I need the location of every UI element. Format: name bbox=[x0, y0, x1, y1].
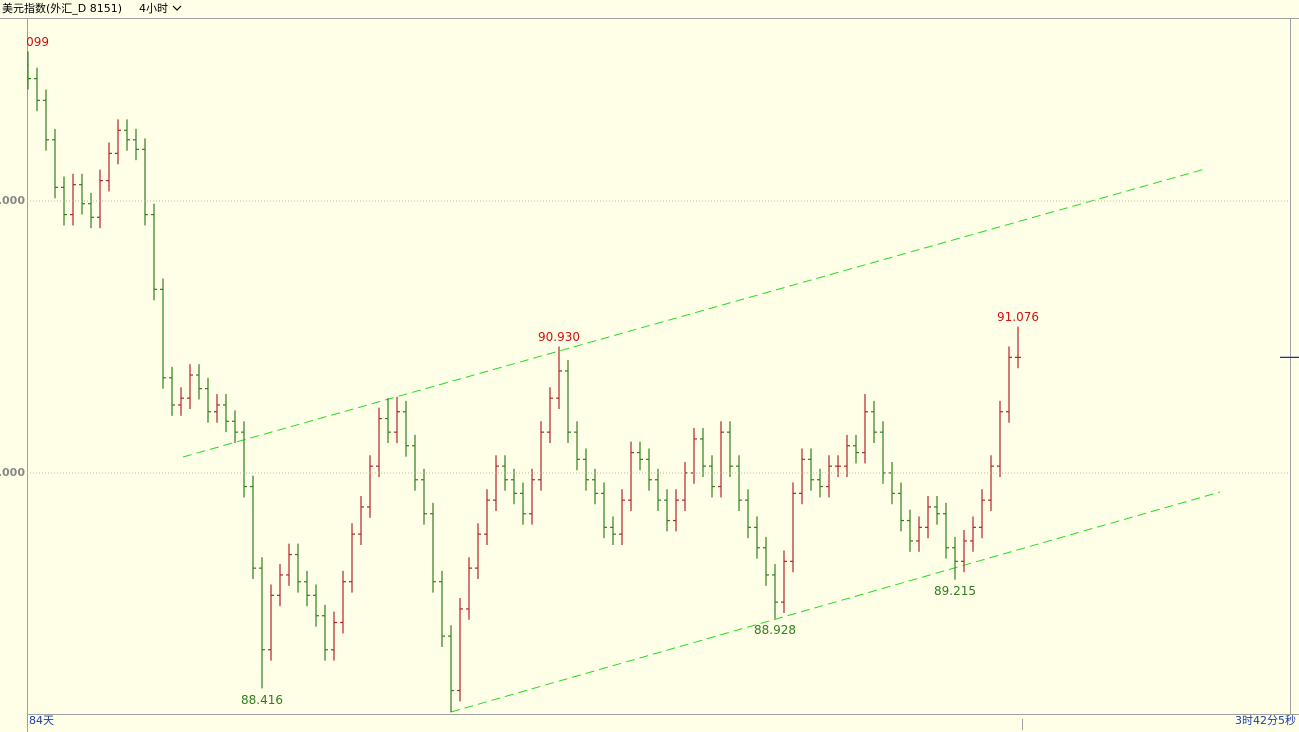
y-tick-label: 92.000 bbox=[0, 194, 25, 207]
channel-upper bbox=[182, 168, 1206, 458]
dropdown-arrow[interactable] bbox=[172, 5, 182, 11]
high-label: 90.930 bbox=[538, 330, 580, 344]
period-selector[interactable]: 4小时 bbox=[139, 2, 168, 15]
low-label: 89.215 bbox=[934, 584, 976, 598]
footer-left: 84天 bbox=[29, 714, 54, 727]
chart-title: 美元指数(外汇_D 8151) bbox=[2, 1, 122, 15]
high-label: 91.076 bbox=[997, 310, 1039, 324]
price-bars: 93.09988.41688.24090.93088.92889.21591.0… bbox=[7, 35, 1039, 713]
low-label: 88.928 bbox=[754, 623, 796, 637]
low-label: 88.416 bbox=[241, 693, 283, 707]
channel-lower bbox=[450, 491, 1221, 713]
footer-right: 3时42分5秒 bbox=[1235, 713, 1296, 727]
y-tick-label: 90.000 bbox=[0, 466, 25, 479]
high-label: 93.099 bbox=[7, 35, 49, 49]
trend-channel bbox=[182, 168, 1221, 713]
